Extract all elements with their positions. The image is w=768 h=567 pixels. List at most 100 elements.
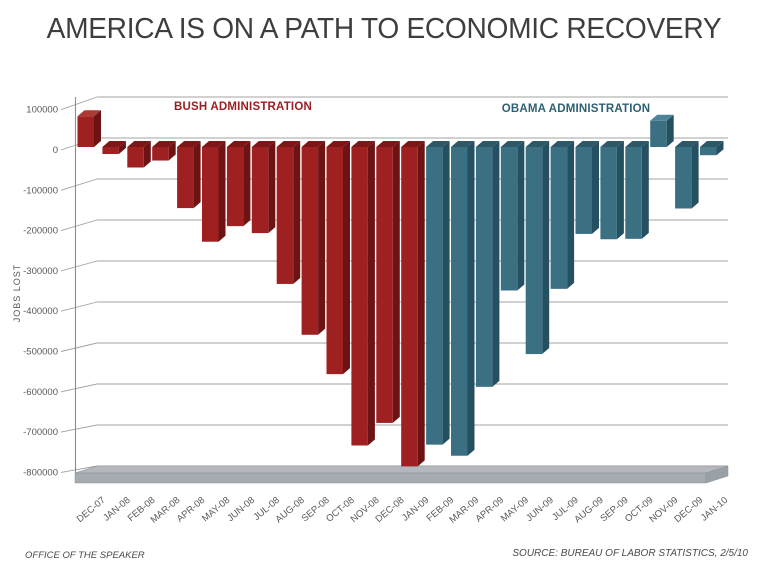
page-title: AMERICA IS ON A PATH TO ECONOMIC RECOVER… bbox=[46, 13, 722, 45]
bar-side bbox=[118, 141, 126, 154]
bar bbox=[326, 147, 343, 375]
y-tick-connector bbox=[60, 342, 98, 352]
bar bbox=[376, 147, 393, 423]
bar bbox=[127, 147, 144, 168]
bar-top bbox=[326, 141, 350, 147]
y-tick-connector bbox=[60, 465, 98, 473]
y-tick-label: -800000 bbox=[23, 467, 58, 478]
bar-side bbox=[691, 141, 699, 209]
bar bbox=[675, 147, 692, 209]
bar-top bbox=[102, 141, 126, 147]
bar-top bbox=[550, 141, 575, 147]
bar-top bbox=[152, 141, 176, 147]
y-tick-label: 0 bbox=[53, 145, 58, 156]
bar-side bbox=[517, 141, 525, 291]
y-tick-connector bbox=[60, 219, 98, 232]
bar bbox=[700, 147, 717, 156]
bar bbox=[102, 147, 119, 154]
category-label: DEC-08 bbox=[374, 495, 407, 525]
bar-side bbox=[392, 141, 400, 423]
y-tick-label: -500000 bbox=[23, 347, 58, 358]
bar bbox=[301, 147, 319, 335]
y-tick-label: -300000 bbox=[23, 266, 58, 277]
y-tick-connector bbox=[60, 260, 98, 272]
bar-side bbox=[492, 141, 500, 387]
bar-side bbox=[218, 141, 226, 242]
y-tick-label: -200000 bbox=[23, 226, 58, 237]
bar bbox=[475, 147, 493, 387]
bar-side bbox=[716, 141, 724, 156]
y-tick-label: -700000 bbox=[23, 427, 58, 438]
bar-top bbox=[276, 141, 301, 147]
category-label: JUN-08 bbox=[225, 495, 257, 524]
bar-top bbox=[500, 141, 525, 147]
bar bbox=[600, 147, 617, 240]
bar bbox=[251, 147, 269, 234]
bar bbox=[202, 147, 219, 242]
bar bbox=[77, 116, 94, 147]
bar-side bbox=[542, 141, 550, 355]
bar bbox=[625, 147, 642, 239]
bar-top bbox=[351, 141, 375, 147]
bar bbox=[226, 147, 244, 227]
bar-top bbox=[600, 141, 624, 147]
bar-side bbox=[567, 141, 575, 289]
category-label: DEC-07 bbox=[75, 495, 108, 525]
bar-side bbox=[442, 141, 450, 445]
bar bbox=[177, 147, 194, 209]
y-tick-label: -600000 bbox=[23, 387, 58, 398]
office-of-speaker-text: OFFICE OF THE SPEAKER bbox=[25, 550, 145, 561]
bar-top bbox=[251, 141, 276, 147]
bar-side bbox=[318, 141, 326, 335]
bar-top bbox=[77, 110, 101, 117]
bar-side bbox=[193, 141, 201, 209]
bar-top bbox=[650, 114, 674, 121]
chart-region: 100000 0 -100000 -200000 -300000 -400000 -5000… bbox=[0, 75, 768, 537]
bar-top bbox=[177, 141, 201, 147]
bar-side bbox=[143, 141, 151, 168]
bar bbox=[500, 147, 518, 291]
bar-top bbox=[451, 141, 475, 147]
bar-side bbox=[467, 141, 475, 456]
category-label: DEC-09 bbox=[672, 495, 705, 525]
y-tick-connector bbox=[60, 424, 98, 433]
bar-side bbox=[641, 141, 649, 239]
bush-administration-label: BUSH ADMINISTRATION bbox=[174, 101, 312, 113]
bar-side bbox=[616, 141, 624, 240]
bar bbox=[650, 120, 667, 147]
bar-side bbox=[666, 114, 674, 147]
chart-canvas: 100000 0 -100000 -200000 -300000 -400000 -5000… bbox=[23, 96, 730, 526]
bar bbox=[426, 147, 443, 445]
bar-top bbox=[675, 141, 699, 147]
floor-top bbox=[74, 465, 729, 474]
bar-side bbox=[417, 141, 425, 467]
y-axis-title: JOBS LOST bbox=[12, 263, 22, 323]
y-tick-label: -400000 bbox=[23, 306, 58, 317]
y-tick-connector bbox=[60, 178, 98, 191]
bar-side bbox=[94, 110, 101, 147]
y-tick-label: -100000 bbox=[23, 185, 58, 196]
bar-side bbox=[168, 141, 176, 161]
bar-top bbox=[575, 141, 599, 147]
bar bbox=[525, 147, 543, 355]
bar bbox=[575, 147, 592, 234]
bar bbox=[276, 147, 294, 284]
obama-administration-label: OBAMA ADMINISTRATION bbox=[501, 103, 651, 115]
y-tick-connector bbox=[60, 301, 98, 312]
bar-top bbox=[401, 141, 425, 147]
y-tick-connector bbox=[60, 383, 98, 393]
bar-top bbox=[625, 141, 649, 147]
bar bbox=[152, 147, 169, 161]
page: { "title": "AMERICA IS ON A PATH TO ECON… bbox=[0, 13, 768, 567]
footer: OFFICE OF THE SPEAKER SOURCE: BUREAU OF … bbox=[0, 543, 768, 567]
bar-top bbox=[301, 141, 326, 147]
bar-side bbox=[293, 141, 301, 284]
bar-side bbox=[343, 141, 350, 375]
category-label: JAN-10 bbox=[699, 495, 730, 524]
bar bbox=[451, 147, 468, 456]
y-tick-label: 100000 bbox=[26, 105, 58, 116]
bar-top bbox=[376, 141, 400, 147]
floor-front bbox=[74, 472, 707, 484]
bar bbox=[550, 147, 568, 289]
bar bbox=[351, 147, 368, 446]
